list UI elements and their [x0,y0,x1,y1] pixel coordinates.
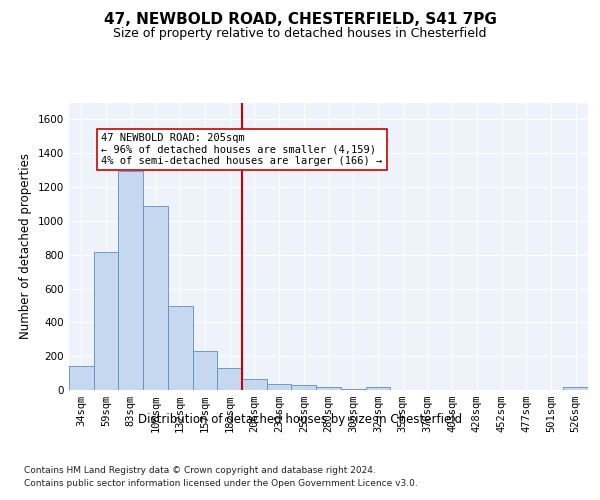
Text: 47, NEWBOLD ROAD, CHESTERFIELD, S41 7PG: 47, NEWBOLD ROAD, CHESTERFIELD, S41 7PG [104,12,496,28]
Bar [316,387,341,390]
Text: 47 NEWBOLD ROAD: 205sqm
← 96% of detached houses are smaller (4,159)
4% of semi-: 47 NEWBOLD ROAD: 205sqm ← 96% of detache… [101,133,382,166]
Bar [292,386,316,390]
Bar [563,387,588,390]
Bar [217,368,242,390]
Bar [118,171,143,390]
Y-axis label: Number of detached properties: Number of detached properties [19,153,32,340]
Bar [242,379,267,390]
Bar [168,306,193,390]
Bar [193,351,217,390]
Bar [267,384,292,390]
Text: Distribution of detached houses by size in Chesterfield: Distribution of detached houses by size … [138,412,462,426]
Bar [94,252,118,390]
Bar [69,366,94,390]
Bar [341,389,365,390]
Text: Contains public sector information licensed under the Open Government Licence v3: Contains public sector information licen… [24,479,418,488]
Text: Size of property relative to detached houses in Chesterfield: Size of property relative to detached ho… [113,28,487,40]
Bar [365,387,390,390]
Bar [143,206,168,390]
Text: Contains HM Land Registry data © Crown copyright and database right 2024.: Contains HM Land Registry data © Crown c… [24,466,376,475]
